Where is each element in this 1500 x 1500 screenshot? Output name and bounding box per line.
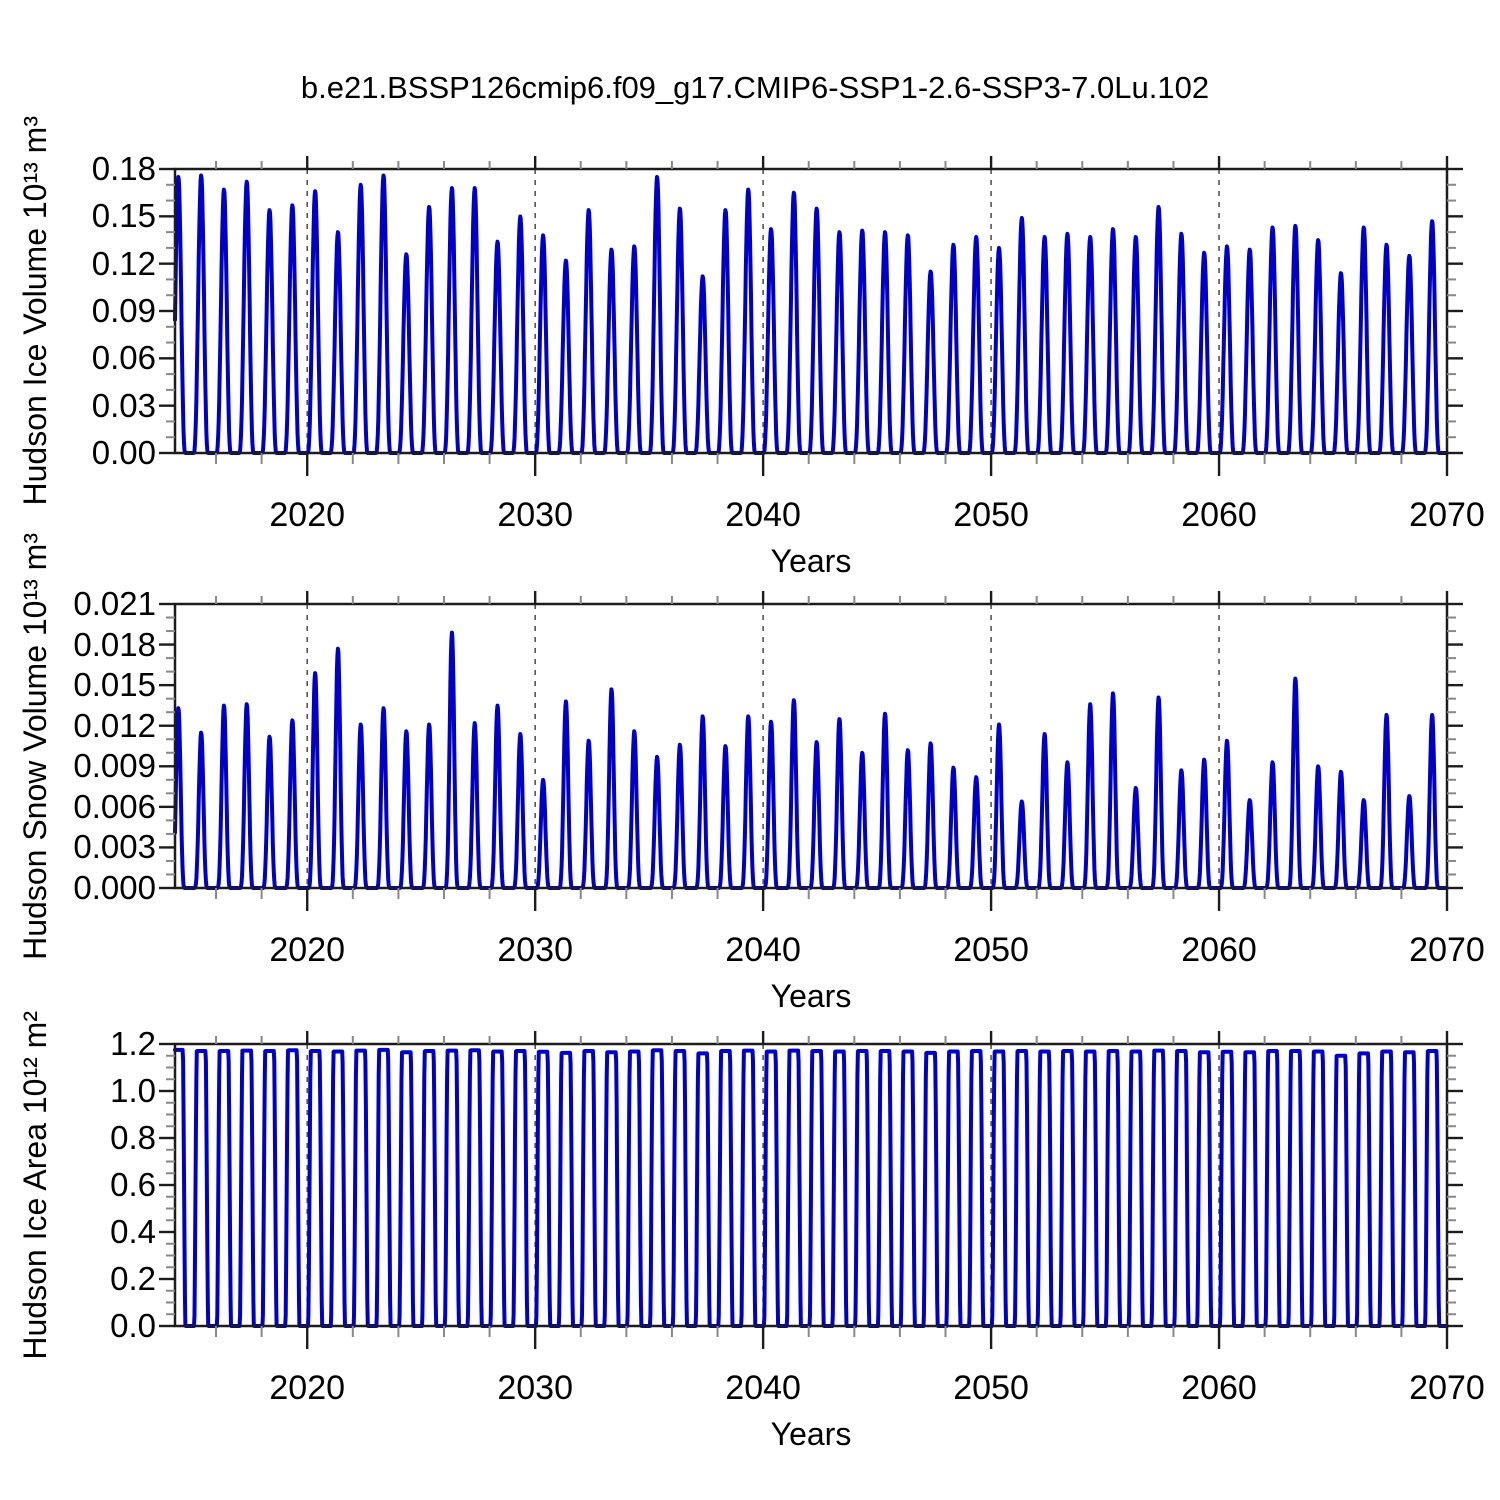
y-tick-label: 0.00 — [91, 434, 156, 471]
x-axis-title-years-2: Years — [770, 978, 852, 1014]
y-tick-label: 0.8 — [110, 1119, 156, 1156]
x-tick-label: 2060 — [1181, 1369, 1257, 1407]
y-tick-label: 1.2 — [110, 1025, 156, 1062]
x-tick-label: 2060 — [1181, 931, 1257, 969]
x-tick-label: 2030 — [497, 496, 573, 534]
y-tick-label: 0.000 — [73, 869, 156, 906]
x-tick-label: 2040 — [725, 931, 801, 969]
x-tick-label: 2050 — [953, 496, 1029, 534]
y-tick-label: 0.006 — [73, 787, 156, 825]
y-tick-label: 0.6 — [110, 1166, 156, 1203]
x-tick-label: 2020 — [269, 931, 346, 969]
y-tick-label: 0.12 — [91, 244, 156, 282]
y-tick-label: 0.021 — [73, 585, 156, 622]
y-tick-label: 0.06 — [91, 339, 156, 377]
x-tick-label: 2040 — [725, 1369, 801, 1407]
y-tick-label: 0.012 — [73, 706, 156, 744]
y-tick-label: 0.03 — [91, 386, 156, 424]
x-tick-label: 2070 — [1409, 496, 1485, 534]
y-tick-label: 0.009 — [73, 747, 156, 785]
y-tick-label: 0.4 — [110, 1213, 156, 1250]
y-tick-label: 0.015 — [73, 666, 156, 704]
y-tick-label: 0.15 — [91, 197, 156, 235]
x-tick-label: 2040 — [725, 496, 801, 534]
y-tick-label: 0.09 — [91, 292, 156, 329]
x-tick-label: 2050 — [953, 931, 1029, 969]
x-tick-label: 2070 — [1409, 1369, 1485, 1407]
x-tick-label: 2030 — [497, 931, 573, 969]
x-tick-label: 2030 — [497, 1369, 573, 1407]
x-tick-label: 2050 — [953, 1369, 1029, 1407]
y-tick-label: 0.018 — [73, 625, 156, 663]
y-tick-label: 0.18 — [91, 150, 156, 187]
x-tick-label: 2020 — [269, 496, 346, 534]
y-tick-label: 0.2 — [110, 1260, 156, 1297]
figure-title: b.e21.BSSP126cmip6.f09_g17.CMIP6-SSP1-2.… — [300, 70, 1210, 105]
x-axis-title-years-3: Years — [770, 1416, 852, 1452]
x-tick-label: 2070 — [1409, 931, 1485, 969]
y-tick-label: 1.0 — [110, 1072, 156, 1109]
x-tick-label: 2020 — [269, 1369, 346, 1407]
y-tick-label: 0.0 — [110, 1307, 156, 1344]
y-tick-label: 0.003 — [73, 828, 156, 866]
x-axis-title-years-1: Years — [770, 543, 852, 579]
x-tick-label: 2060 — [1181, 496, 1257, 534]
